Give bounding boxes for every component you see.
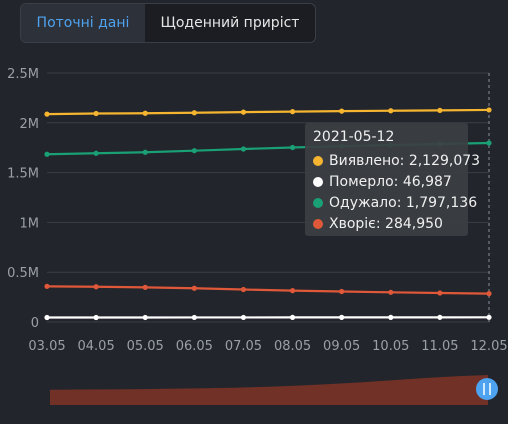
tooltip-dot bbox=[313, 198, 323, 208]
series-point bbox=[486, 314, 492, 320]
series-point bbox=[191, 148, 197, 154]
series-point bbox=[486, 291, 492, 297]
tooltip-label: Хворіє: 284,950 bbox=[329, 216, 443, 232]
x-tick-label: 04.05 bbox=[78, 339, 115, 354]
data-tabs: Поточні дані Щоденний приріст bbox=[20, 3, 316, 43]
series-point bbox=[437, 107, 443, 113]
series-point bbox=[44, 111, 50, 117]
series-point bbox=[142, 149, 148, 155]
chart-tooltip: 2021-05-12 Виявлено: 2,129,073 Померло: … bbox=[305, 123, 480, 236]
series-point bbox=[240, 146, 247, 152]
tab-daily-growth[interactable]: Щоденний приріст bbox=[160, 15, 300, 31]
y-tick-label: 2.5M bbox=[7, 67, 39, 82]
series-point bbox=[191, 314, 197, 321]
series-point bbox=[486, 140, 492, 146]
minimap-area bbox=[50, 375, 488, 405]
range-handle bbox=[476, 378, 498, 400]
series-point bbox=[191, 110, 197, 116]
series-point bbox=[191, 285, 197, 291]
tooltip-label: Одужало: 1,797,136 bbox=[329, 195, 478, 211]
series-point bbox=[289, 144, 296, 151]
tooltip-date: 2021-05-12 bbox=[313, 129, 395, 145]
x-tick-label: 05.05 bbox=[127, 339, 164, 354]
series-point bbox=[437, 314, 443, 320]
series-point bbox=[388, 314, 394, 320]
tooltip-dot bbox=[313, 177, 323, 187]
tooltip-row-active: Хворіє: 284,950 bbox=[313, 214, 443, 234]
series-point bbox=[289, 109, 296, 115]
series-point bbox=[142, 314, 148, 321]
series-line bbox=[46, 108, 490, 116]
series-point bbox=[44, 283, 50, 289]
tooltip-row-recovered: Одужало: 1,797,136 bbox=[313, 193, 477, 213]
x-tick-label: 08.05 bbox=[274, 339, 311, 354]
y-tick-label: 0.5M bbox=[7, 266, 39, 281]
series-point bbox=[93, 314, 99, 321]
series-point bbox=[339, 108, 345, 114]
series-line bbox=[46, 285, 490, 295]
series-point bbox=[339, 288, 345, 295]
y-tick-label: 2M bbox=[20, 117, 40, 132]
x-tick-label: 03.05 bbox=[28, 339, 65, 354]
x-tick-label: 06.05 bbox=[176, 339, 213, 354]
series-point bbox=[339, 314, 345, 320]
tooltip-dot bbox=[313, 219, 323, 229]
tooltip-dot bbox=[313, 156, 323, 166]
series-point bbox=[93, 150, 99, 156]
series-point bbox=[142, 110, 148, 116]
series-point bbox=[486, 107, 492, 113]
series-point bbox=[240, 286, 247, 293]
series-point bbox=[289, 288, 296, 294]
y-tick-label: 0 bbox=[31, 316, 39, 331]
x-tick-label: 09.05 bbox=[323, 339, 360, 354]
tooltip-label: Померло: 46,987 bbox=[329, 174, 452, 190]
x-tick-label: 11.05 bbox=[421, 339, 458, 354]
series-point bbox=[93, 110, 99, 117]
x-tick-label: 07.05 bbox=[225, 339, 262, 354]
series-point bbox=[388, 108, 394, 114]
series-point bbox=[44, 151, 50, 157]
tooltip-row-detected: Виявлено: 2,129,073 bbox=[313, 151, 480, 171]
tab-current-data[interactable]: Поточні дані bbox=[21, 4, 145, 42]
y-tick-label: 1M bbox=[20, 216, 40, 231]
series-point bbox=[240, 314, 247, 321]
series-point bbox=[289, 314, 296, 321]
series-point bbox=[93, 284, 99, 290]
x-tick-label: 12.05 bbox=[470, 339, 507, 354]
tooltip-row-deaths: Померло: 46,987 bbox=[313, 172, 452, 192]
tooltip-label: Виявлено: 2,129,073 bbox=[329, 153, 481, 169]
y-tick-label: 1.5M bbox=[7, 167, 39, 182]
series-point bbox=[437, 290, 443, 296]
series-point bbox=[142, 284, 148, 290]
series-point bbox=[44, 314, 50, 321]
series-point bbox=[388, 289, 394, 295]
x-tick-label: 10.05 bbox=[372, 339, 409, 354]
series-point bbox=[240, 109, 247, 115]
